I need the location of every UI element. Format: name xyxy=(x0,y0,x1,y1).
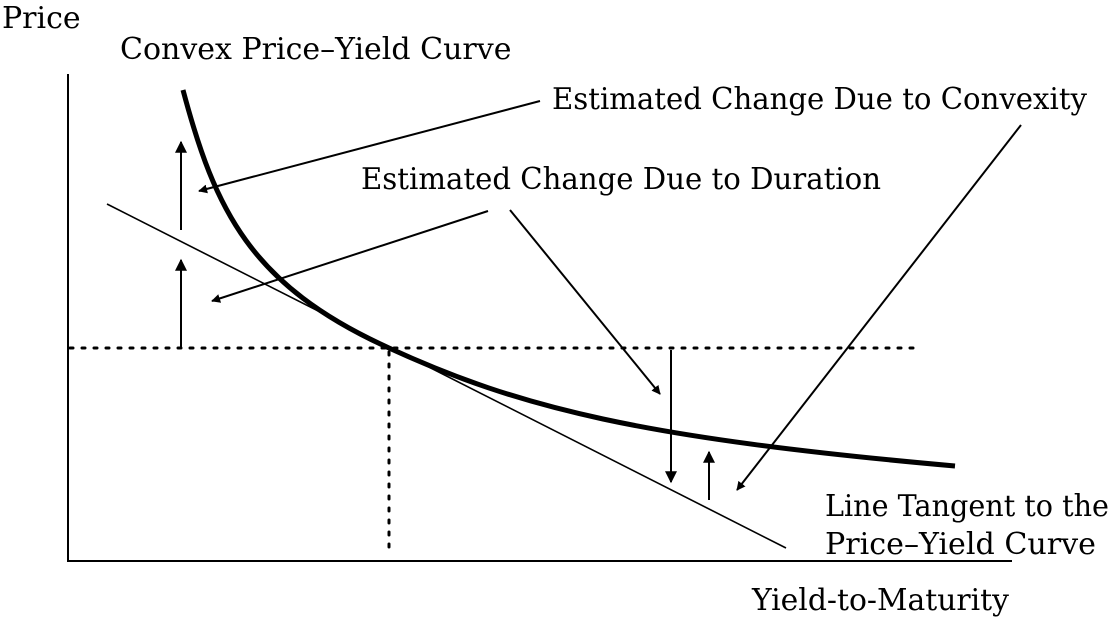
convexity-label: Estimated Change Due to Convexity xyxy=(552,82,1087,117)
x-axis-label: Yield-to-Maturity xyxy=(751,583,1009,618)
y-axis-label: Price xyxy=(2,1,81,36)
tangent-line xyxy=(106,203,787,549)
duration-label: Estimated Change Due to Duration xyxy=(361,162,881,197)
convexity-leader-arrow-left xyxy=(198,100,541,194)
tangent-label-line2: Price–Yield Curve xyxy=(825,527,1096,562)
tangent-label-line1: Line Tangent to the xyxy=(825,489,1109,524)
convex-price-yield-curve xyxy=(180,89,956,469)
convexity-leader-arrow-right xyxy=(736,124,1022,491)
duration-leader-arrow-left xyxy=(211,210,489,303)
duration-leader-arrow-right xyxy=(509,209,661,395)
curve-label: Convex Price–Yield Curve xyxy=(120,32,511,67)
